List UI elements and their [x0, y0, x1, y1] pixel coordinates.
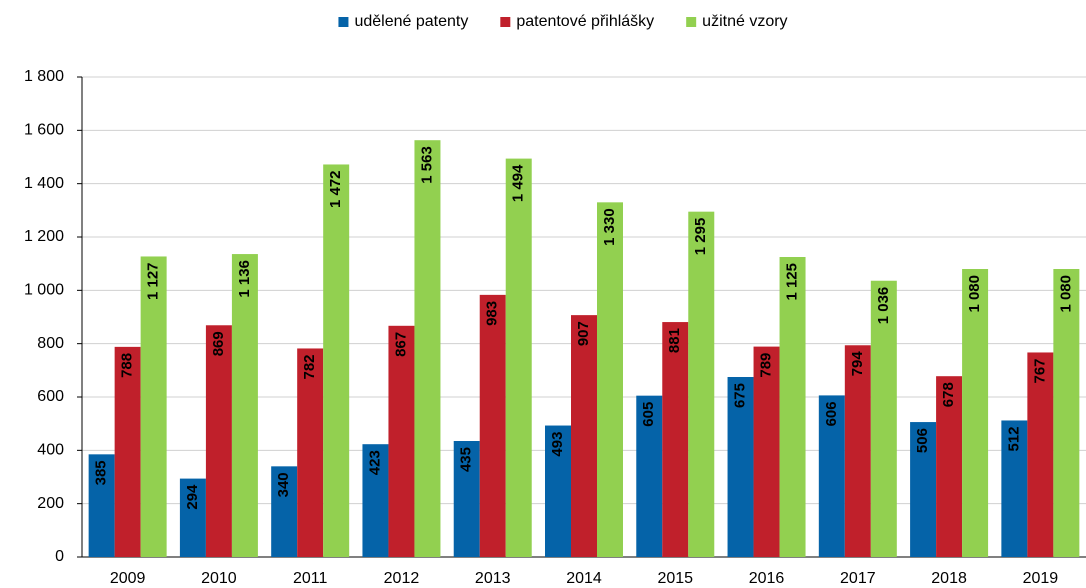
- y-tick-label: 400: [37, 442, 64, 459]
- legend-label: udělené patenty: [354, 13, 468, 30]
- value-label: 606: [823, 401, 840, 426]
- bar: [1027, 352, 1054, 557]
- legend-swatch: [500, 17, 511, 27]
- value-label: 435: [458, 447, 475, 472]
- value-label: 340: [275, 472, 292, 497]
- value-label: 983: [484, 301, 501, 326]
- value-label: 294: [184, 484, 201, 510]
- x-tick-label: 2016: [749, 570, 785, 587]
- y-tick-label: 200: [37, 495, 64, 512]
- value-label: 767: [1031, 358, 1048, 383]
- bar: [870, 280, 897, 557]
- value-label: 1 125: [784, 263, 801, 301]
- value-label: 385: [93, 460, 110, 485]
- bar: [636, 395, 663, 557]
- value-label: 1 494: [510, 164, 527, 202]
- x-tick-label: 2012: [384, 570, 420, 587]
- legend-label: patentové přihlášky: [516, 13, 654, 30]
- y-tick-label: 600: [37, 388, 64, 405]
- x-tick-label: 2009: [110, 570, 146, 587]
- value-label: 869: [210, 331, 227, 356]
- legend-swatch: [686, 17, 697, 27]
- value-label: 493: [549, 432, 566, 457]
- value-label: 1 036: [875, 287, 892, 325]
- x-tick-label: 2019: [1023, 570, 1059, 587]
- bar: [779, 257, 806, 557]
- value-label: 881: [666, 328, 683, 353]
- bar: [505, 158, 532, 557]
- y-tick-label: 800: [37, 335, 64, 352]
- value-label: 1 136: [236, 260, 253, 298]
- value-label: 506: [914, 428, 931, 453]
- bar: [140, 256, 167, 557]
- value-label: 1 080: [1057, 275, 1074, 313]
- value-label: 1 127: [145, 262, 162, 300]
- y-tick-label: 1 800: [24, 68, 64, 85]
- value-label: 1 080: [966, 275, 983, 313]
- bar: [910, 422, 937, 557]
- legend-label: užitné vzory: [702, 13, 787, 30]
- bar: [205, 325, 232, 557]
- bar: [844, 345, 871, 557]
- bar: [271, 466, 298, 557]
- value-label: 605: [640, 402, 657, 427]
- bar: [453, 441, 480, 557]
- value-label: 678: [940, 382, 957, 407]
- value-label: 782: [301, 354, 318, 379]
- bar: [818, 395, 845, 557]
- bar: [414, 140, 441, 557]
- bar: [1001, 420, 1028, 557]
- y-tick-label: 1 200: [24, 228, 64, 245]
- bar: [936, 376, 963, 557]
- bar: [662, 322, 689, 557]
- bar: [362, 444, 389, 557]
- x-tick-label: 2013: [475, 570, 511, 587]
- value-label: 1 295: [692, 218, 709, 256]
- bar: [114, 346, 141, 557]
- x-tick-label: 2017: [840, 570, 876, 587]
- legend-swatch: [338, 17, 349, 27]
- bar: [88, 454, 115, 557]
- value-label: 794: [849, 351, 866, 377]
- bar: [1053, 269, 1080, 557]
- value-label: 1 472: [327, 170, 344, 208]
- bar: [545, 425, 571, 557]
- x-tick-label: 2018: [931, 570, 967, 587]
- y-tick-label: 1 600: [24, 122, 64, 139]
- x-tick-label: 2010: [201, 570, 237, 587]
- value-label: 867: [392, 332, 409, 357]
- bar: [962, 269, 989, 557]
- x-tick-label: 2015: [657, 570, 693, 587]
- bar: [297, 348, 324, 557]
- value-label: 789: [758, 353, 775, 378]
- bar: [597, 202, 623, 558]
- bar: [571, 315, 597, 557]
- x-tick-label: 2011: [293, 570, 328, 587]
- bar: [388, 325, 415, 557]
- bar: [323, 164, 350, 557]
- bar: [688, 211, 715, 557]
- y-tick-label: 0: [55, 548, 64, 565]
- value-label: 675: [732, 383, 749, 408]
- x-tick-label: 2014: [566, 570, 602, 587]
- value-label: 1 563: [418, 146, 435, 184]
- legend-item: patentové přihlášky: [500, 13, 654, 30]
- legend-item: udělené patenty: [338, 13, 468, 30]
- value-label: 423: [366, 450, 383, 475]
- bar: [727, 377, 754, 557]
- value-label: 907: [575, 321, 592, 346]
- y-tick-label: 1 400: [24, 175, 64, 192]
- value-label: 1 330: [601, 208, 618, 246]
- y-tick-label: 1 000: [24, 282, 64, 299]
- bar: [179, 478, 206, 557]
- bar: [753, 346, 780, 557]
- bar: [231, 254, 258, 558]
- bar: [479, 294, 506, 557]
- value-label: 788: [119, 353, 136, 378]
- legend-item: užitné vzory: [686, 13, 788, 30]
- value-label: 512: [1005, 426, 1022, 451]
